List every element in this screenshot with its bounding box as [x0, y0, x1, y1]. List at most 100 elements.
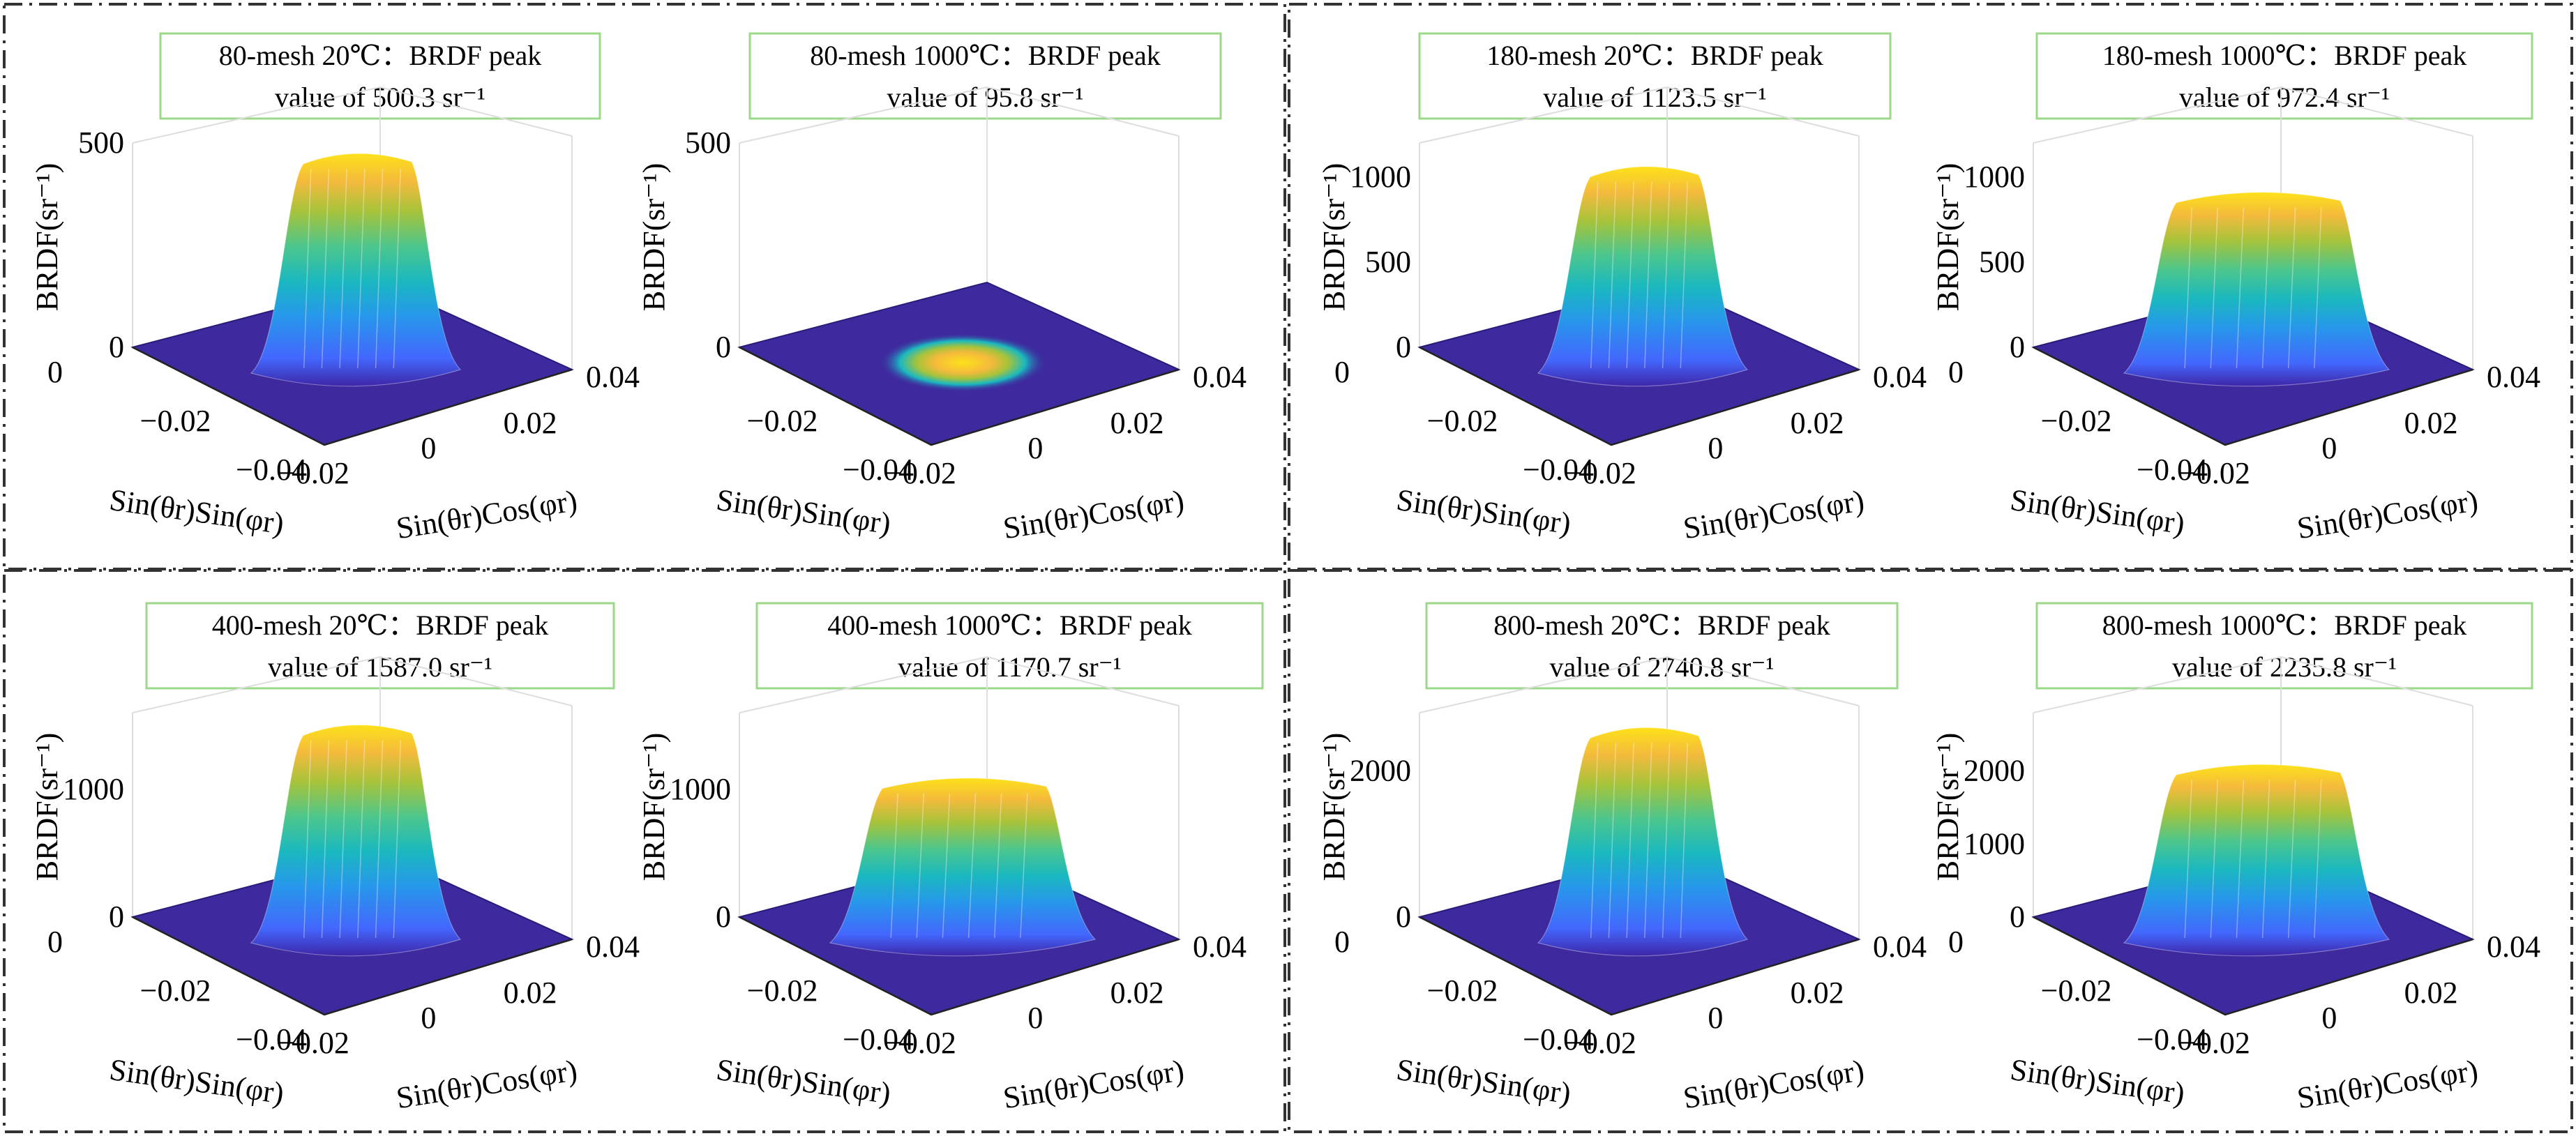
surface-mesh-line — [339, 740, 347, 939]
z-axis-label: BRDF(sr⁻¹) — [1931, 163, 1965, 311]
z-tick-label: 0 — [716, 900, 731, 934]
chart-panel: 400-mesh 1000℃：BRDF peak value of 1170.7 … — [637, 602, 1264, 1115]
chart-title-line2: value of 2740.8 sr⁻¹ — [1550, 651, 1775, 683]
surface-mesh-line — [357, 168, 366, 369]
x-axis-label: Sin(θr)Sin(φr) — [2008, 1052, 2187, 1111]
z-tick-label: 500 — [1979, 245, 2025, 279]
title-box — [1425, 602, 1899, 690]
x-tick-label: −0.02 — [140, 974, 211, 1008]
z-axis-label: BRDF(sr⁻¹) — [637, 733, 671, 881]
x-tick-label: 0 — [1334, 925, 1350, 959]
surface-mesh-line — [2236, 780, 2245, 939]
surface-mesh-line — [2287, 207, 2296, 369]
surface-mesh-line — [2261, 207, 2270, 369]
chart-title-line1: 800-mesh 1000℃：BRDF peak — [2102, 609, 2467, 641]
grid-line — [132, 86, 573, 144]
y-axis-label: Sin(θr)Cos(φr) — [1001, 1053, 1187, 1115]
z-axis-label: BRDF(sr⁻¹) — [30, 163, 64, 311]
z-tick-label: 0 — [109, 330, 124, 364]
grid-line — [739, 656, 1180, 713]
x-tick-label: 0 — [47, 925, 63, 959]
chart-panel: 80-mesh 1000℃：BRDF peak value of 95.8 sr⁻… — [637, 32, 1246, 545]
y-tick-label: 0.02 — [504, 976, 557, 1010]
y-tick-label: −0.02 — [885, 456, 956, 490]
x-tick-label: −0.02 — [747, 974, 818, 1008]
surface-peak — [1537, 727, 1749, 957]
y-tick-label: −0.02 — [278, 1026, 349, 1060]
y-tick-label: 0.02 — [504, 406, 557, 440]
grid-line — [2033, 86, 2473, 144]
surface-mesh-line — [1644, 743, 1652, 939]
surface-mesh-line — [2184, 780, 2192, 939]
surface-mesh-line — [321, 168, 330, 369]
grid-line — [132, 656, 573, 713]
x-tick-label: −0.04 — [2137, 453, 2208, 487]
z-axis-label: BRDF(sr⁻¹) — [1931, 733, 1965, 881]
chart-title-line1: 80-mesh 20℃：BRDF peak — [219, 40, 542, 71]
y-tick-label: −0.02 — [2179, 456, 2250, 490]
chart-panel: 180-mesh 20℃：BRDF peak value of 1123.5 sr… — [1317, 32, 1927, 545]
frame-400-mesh — [3, 569, 1286, 1133]
z-tick-label: 2000 — [1964, 754, 2025, 788]
chart-title-line1: 180-mesh 20℃：BRDF peak — [1486, 40, 1823, 71]
axis-line — [132, 916, 573, 1016]
axis-line — [132, 346, 573, 446]
title-box — [755, 602, 1264, 690]
surface-mesh-line — [1680, 743, 1689, 939]
chart-title-line2: value of 972.4 sr⁻¹ — [2179, 82, 2390, 113]
z-axis-label: BRDF(sr⁻¹) — [30, 733, 64, 881]
frame-800-mesh — [1288, 569, 2573, 1133]
surface-mesh-line — [1590, 181, 1599, 369]
y-axis-label: Sin(θr)Cos(φr) — [2295, 483, 2480, 545]
y-tick-label: −0.02 — [885, 1026, 956, 1060]
surface-mesh-line — [2261, 780, 2270, 939]
y-tick-label: 0.02 — [2404, 406, 2458, 440]
surface-peak — [829, 778, 1097, 957]
chart-title-line1: 400-mesh 1000℃：BRDF peak — [827, 609, 1192, 641]
surface-mesh-line — [1608, 181, 1617, 369]
z-tick-label: 1000 — [1964, 826, 2025, 861]
x-tick-label: 0 — [1948, 355, 1964, 389]
surface-mesh-line — [375, 740, 384, 939]
axis-line — [739, 346, 1180, 446]
z-axis-label: BRDF(sr⁻¹) — [1317, 733, 1351, 881]
surface-mesh-line — [2314, 780, 2322, 939]
surface-mesh-line — [393, 740, 402, 939]
y-tick-label: 0.04 — [586, 930, 640, 964]
chart-panel: 180-mesh 1000℃：BRDF peak value of 972.4 s… — [1931, 32, 2540, 545]
y-axis-label: Sin(θr)Cos(φr) — [394, 483, 580, 545]
surface-mesh-line — [1680, 181, 1689, 369]
surface-mesh-line — [1626, 743, 1634, 939]
x-axis-label: Sin(θr)Sin(φr) — [714, 483, 893, 541]
x-axis-label: Sin(θr)Sin(φr) — [1394, 1052, 1573, 1111]
surface-mesh-line — [303, 740, 312, 939]
surface-peak — [2123, 764, 2390, 957]
x-tick-label: −0.02 — [140, 404, 211, 438]
x-tick-label: −0.02 — [747, 404, 818, 438]
z-tick-label: 500 — [78, 126, 124, 160]
x-axis-label: Sin(θr)Sin(φr) — [1394, 483, 1573, 541]
y-tick-label: 0 — [1027, 1001, 1043, 1035]
surface-mesh-line — [1590, 743, 1599, 939]
z-tick-label: 500 — [685, 126, 731, 160]
y-tick-label: 0.02 — [1110, 976, 1164, 1010]
y-tick-label: 0 — [2321, 431, 2337, 465]
surface-mesh-line — [2184, 207, 2192, 369]
y-tick-label: 0.02 — [2404, 976, 2458, 1010]
surface-mesh-line — [2287, 780, 2296, 939]
grid-line — [739, 86, 1180, 144]
chart-title-line1: 400-mesh 20℃：BRDF peak — [212, 609, 549, 641]
surface-mesh-line — [339, 168, 347, 369]
surface-mesh-line — [2210, 780, 2219, 939]
x-tick-label: 0 — [47, 355, 63, 389]
surface-mesh-line — [321, 740, 330, 939]
x-axis-label: Sin(θr)Sin(φr) — [714, 1052, 893, 1111]
y-tick-label: 0 — [1708, 1001, 1723, 1035]
surface-peak — [250, 153, 462, 387]
title-box — [2035, 32, 2533, 120]
surface-mesh-line — [1608, 743, 1617, 939]
z-tick-label: 0 — [109, 900, 124, 934]
x-tick-label: −0.02 — [1427, 404, 1498, 438]
